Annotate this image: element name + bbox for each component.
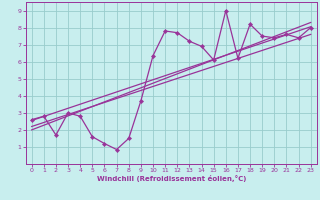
X-axis label: Windchill (Refroidissement éolien,°C): Windchill (Refroidissement éolien,°C)	[97, 175, 246, 182]
